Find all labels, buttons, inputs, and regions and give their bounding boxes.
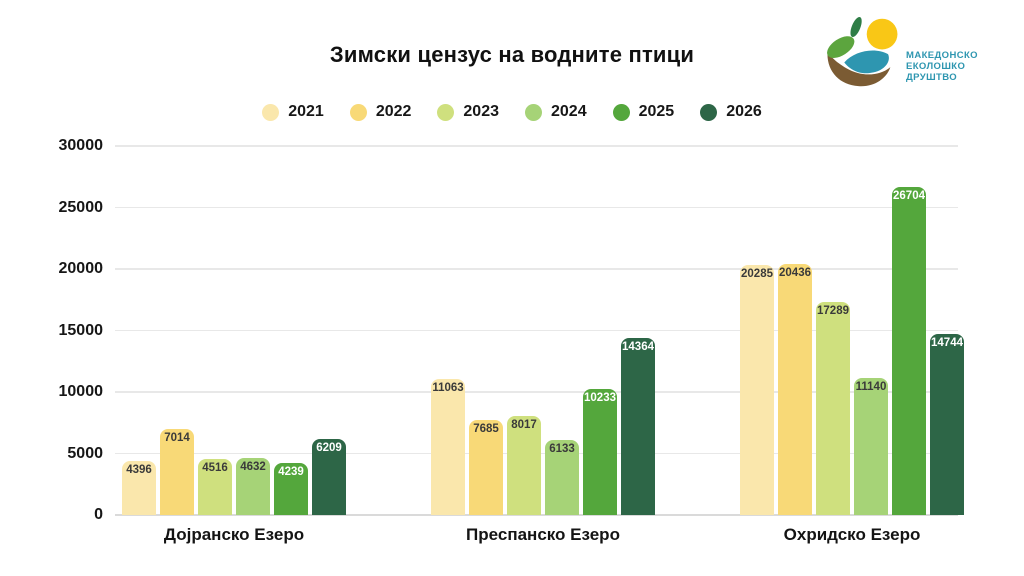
logo: МАКЕДОНСКО ЕКОЛОШКО ДРУШТВО: [824, 14, 1014, 98]
gridline: [115, 329, 958, 332]
x-axis-category-label: Охридско Езеро: [783, 525, 921, 544]
bar-value-label: 4396: [126, 463, 152, 476]
bar-value-label: 14744: [931, 336, 963, 349]
bar-value-label: 7685: [473, 423, 499, 436]
bar-2026-category-2: 14364: [621, 338, 655, 515]
legend-dot-icon: [349, 103, 367, 121]
legend-label: 2024: [551, 103, 587, 120]
legend-label: 2023: [463, 103, 499, 120]
bar-value-label: 4516: [202, 462, 228, 475]
bar-2026-category-3: 14744: [930, 333, 964, 515]
legend-dot-icon: [612, 103, 630, 121]
bar-2022-category-1: 7014: [160, 428, 194, 515]
legend-dot-icon: [525, 103, 542, 121]
y-axis-tick-label: 15000: [58, 321, 104, 339]
gridline: [115, 391, 958, 393]
x-axis-category-label: Дојранско Езеро: [163, 525, 305, 544]
logo-text-line1: МАКЕДОНСКО: [906, 50, 978, 61]
bar-2024-category-3: 11140: [854, 377, 888, 515]
y-axis-tick-label: 5000: [67, 444, 103, 462]
legend-label: 2021: [288, 103, 324, 120]
legend-item-2026: 2026: [700, 103, 762, 121]
bar-2024-category-2: 6133: [545, 439, 579, 515]
legend-label: 2025: [638, 103, 675, 120]
bar-2022-category-2: 7685: [469, 420, 503, 515]
legend-item-2025: 2025: [612, 103, 675, 121]
bar-2023-category-1: 4516: [198, 459, 232, 515]
logo-mark-icon: [827, 17, 898, 87]
legend-item-2024: 2024: [525, 103, 587, 121]
bar-2025-category-2: 10233: [583, 389, 617, 515]
bar-2025-category-3: 26704: [892, 186, 926, 515]
legend-label: 2026: [726, 103, 762, 120]
bar-value-label: 7014: [164, 431, 190, 444]
bar-value-label: 26704: [893, 189, 925, 202]
bar-value-label: 20285: [741, 268, 773, 281]
legend-dot-icon: [700, 103, 718, 121]
bar-value-label: 17289: [817, 305, 849, 318]
bar-value-label: 6133: [549, 442, 575, 455]
logo-leaf-shape: [827, 36, 855, 58]
x-axis-category-label: Преспанско Езеро: [466, 525, 620, 544]
gridline: [115, 268, 958, 270]
y-axis-tick-label: 30000: [58, 137, 104, 154]
logo-text: МАКЕДОНСКО ЕКОЛОШКО ДРУШТВО: [906, 50, 978, 83]
logo-text-line2: ЕКОЛОШКО: [906, 61, 966, 72]
bar-value-label: 8017: [511, 419, 537, 432]
gridline: [115, 145, 958, 147]
bar-2025-category-1: 4239: [274, 462, 308, 515]
bar-2026-category-1: 6209: [312, 438, 346, 515]
chart-title: Зимски цензус на водните птици: [329, 42, 695, 67]
bar-2022-category-3: 20436: [778, 263, 812, 515]
bar-value-label: 11063: [432, 381, 464, 394]
bar-value-label: 14364: [622, 341, 654, 354]
bar-2021-category-2: 11063: [431, 378, 465, 515]
legend-item-2021: 2021: [262, 103, 324, 121]
bar-2021-category-1: 4396: [122, 460, 156, 515]
gridline: [115, 514, 958, 516]
logo-water-shape: [844, 50, 889, 74]
chart-legend: 2021 2022 2023 2024 2025 2026: [0, 103, 1024, 121]
logo-small-leaf-shape: [850, 17, 862, 37]
y-axis-tick-label: 0: [94, 506, 103, 523]
bar-2021-category-3: 20285: [740, 265, 774, 515]
bar-value-label: 10233: [584, 392, 616, 405]
logo-bowl-shape: [827, 49, 891, 87]
gridline: [115, 206, 958, 209]
logo-sun-shape: [866, 18, 898, 50]
bar-value-label: 20436: [779, 266, 811, 279]
bar-2023-category-3: 17289: [816, 302, 850, 515]
bar-2024-category-1: 4632: [236, 458, 270, 515]
legend-dot-icon: [437, 103, 455, 121]
y-axis-tick-label: 20000: [58, 260, 104, 277]
legend-dot-icon: [262, 103, 280, 121]
bar-value-label: 4239: [278, 465, 304, 478]
y-axis-tick-label: 10000: [58, 383, 104, 400]
y-axis-tick-label: 25000: [58, 198, 104, 216]
legend-item-2023: 2023: [437, 103, 499, 121]
logo-text-line3: ДРУШТВО: [906, 72, 958, 83]
legend-label: 2022: [375, 103, 412, 120]
bar-value-label: 6209: [316, 441, 342, 454]
bar-2023-category-2: 8017: [507, 416, 541, 515]
bar-value-label: 4632: [240, 461, 266, 474]
bar-value-label: 11140: [855, 380, 887, 393]
legend-item-2022: 2022: [349, 103, 412, 121]
